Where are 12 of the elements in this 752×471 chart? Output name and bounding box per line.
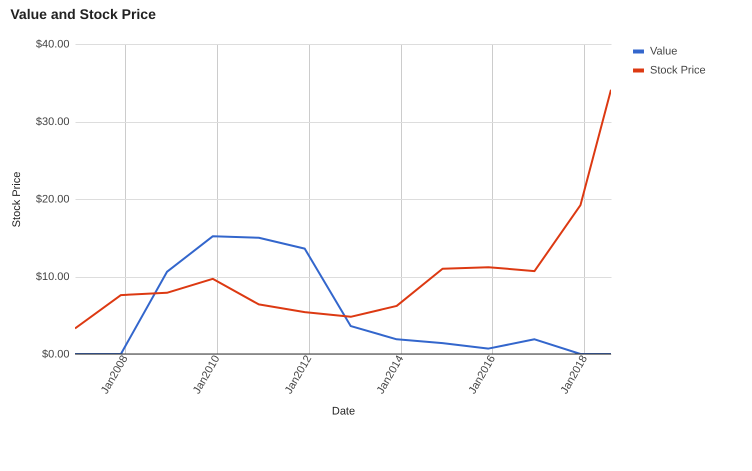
legend-label: Value: [650, 46, 678, 58]
chart-title: Value and Stock Price: [10, 6, 156, 22]
y-tick-label: $30.00: [36, 116, 70, 128]
y-tick-label: $20.00: [36, 194, 70, 206]
y-tick-label: $10.00: [36, 271, 70, 283]
line-series: [75, 235, 611, 354]
line-series: [75, 88, 611, 330]
y-axis-title: Stock Price: [10, 172, 23, 228]
y-tick-label: $0.00: [42, 348, 70, 360]
x-axis-title: Date: [332, 406, 356, 418]
y-tick-label: $40.00: [36, 38, 70, 50]
legend-label: Stock Price: [650, 64, 706, 76]
